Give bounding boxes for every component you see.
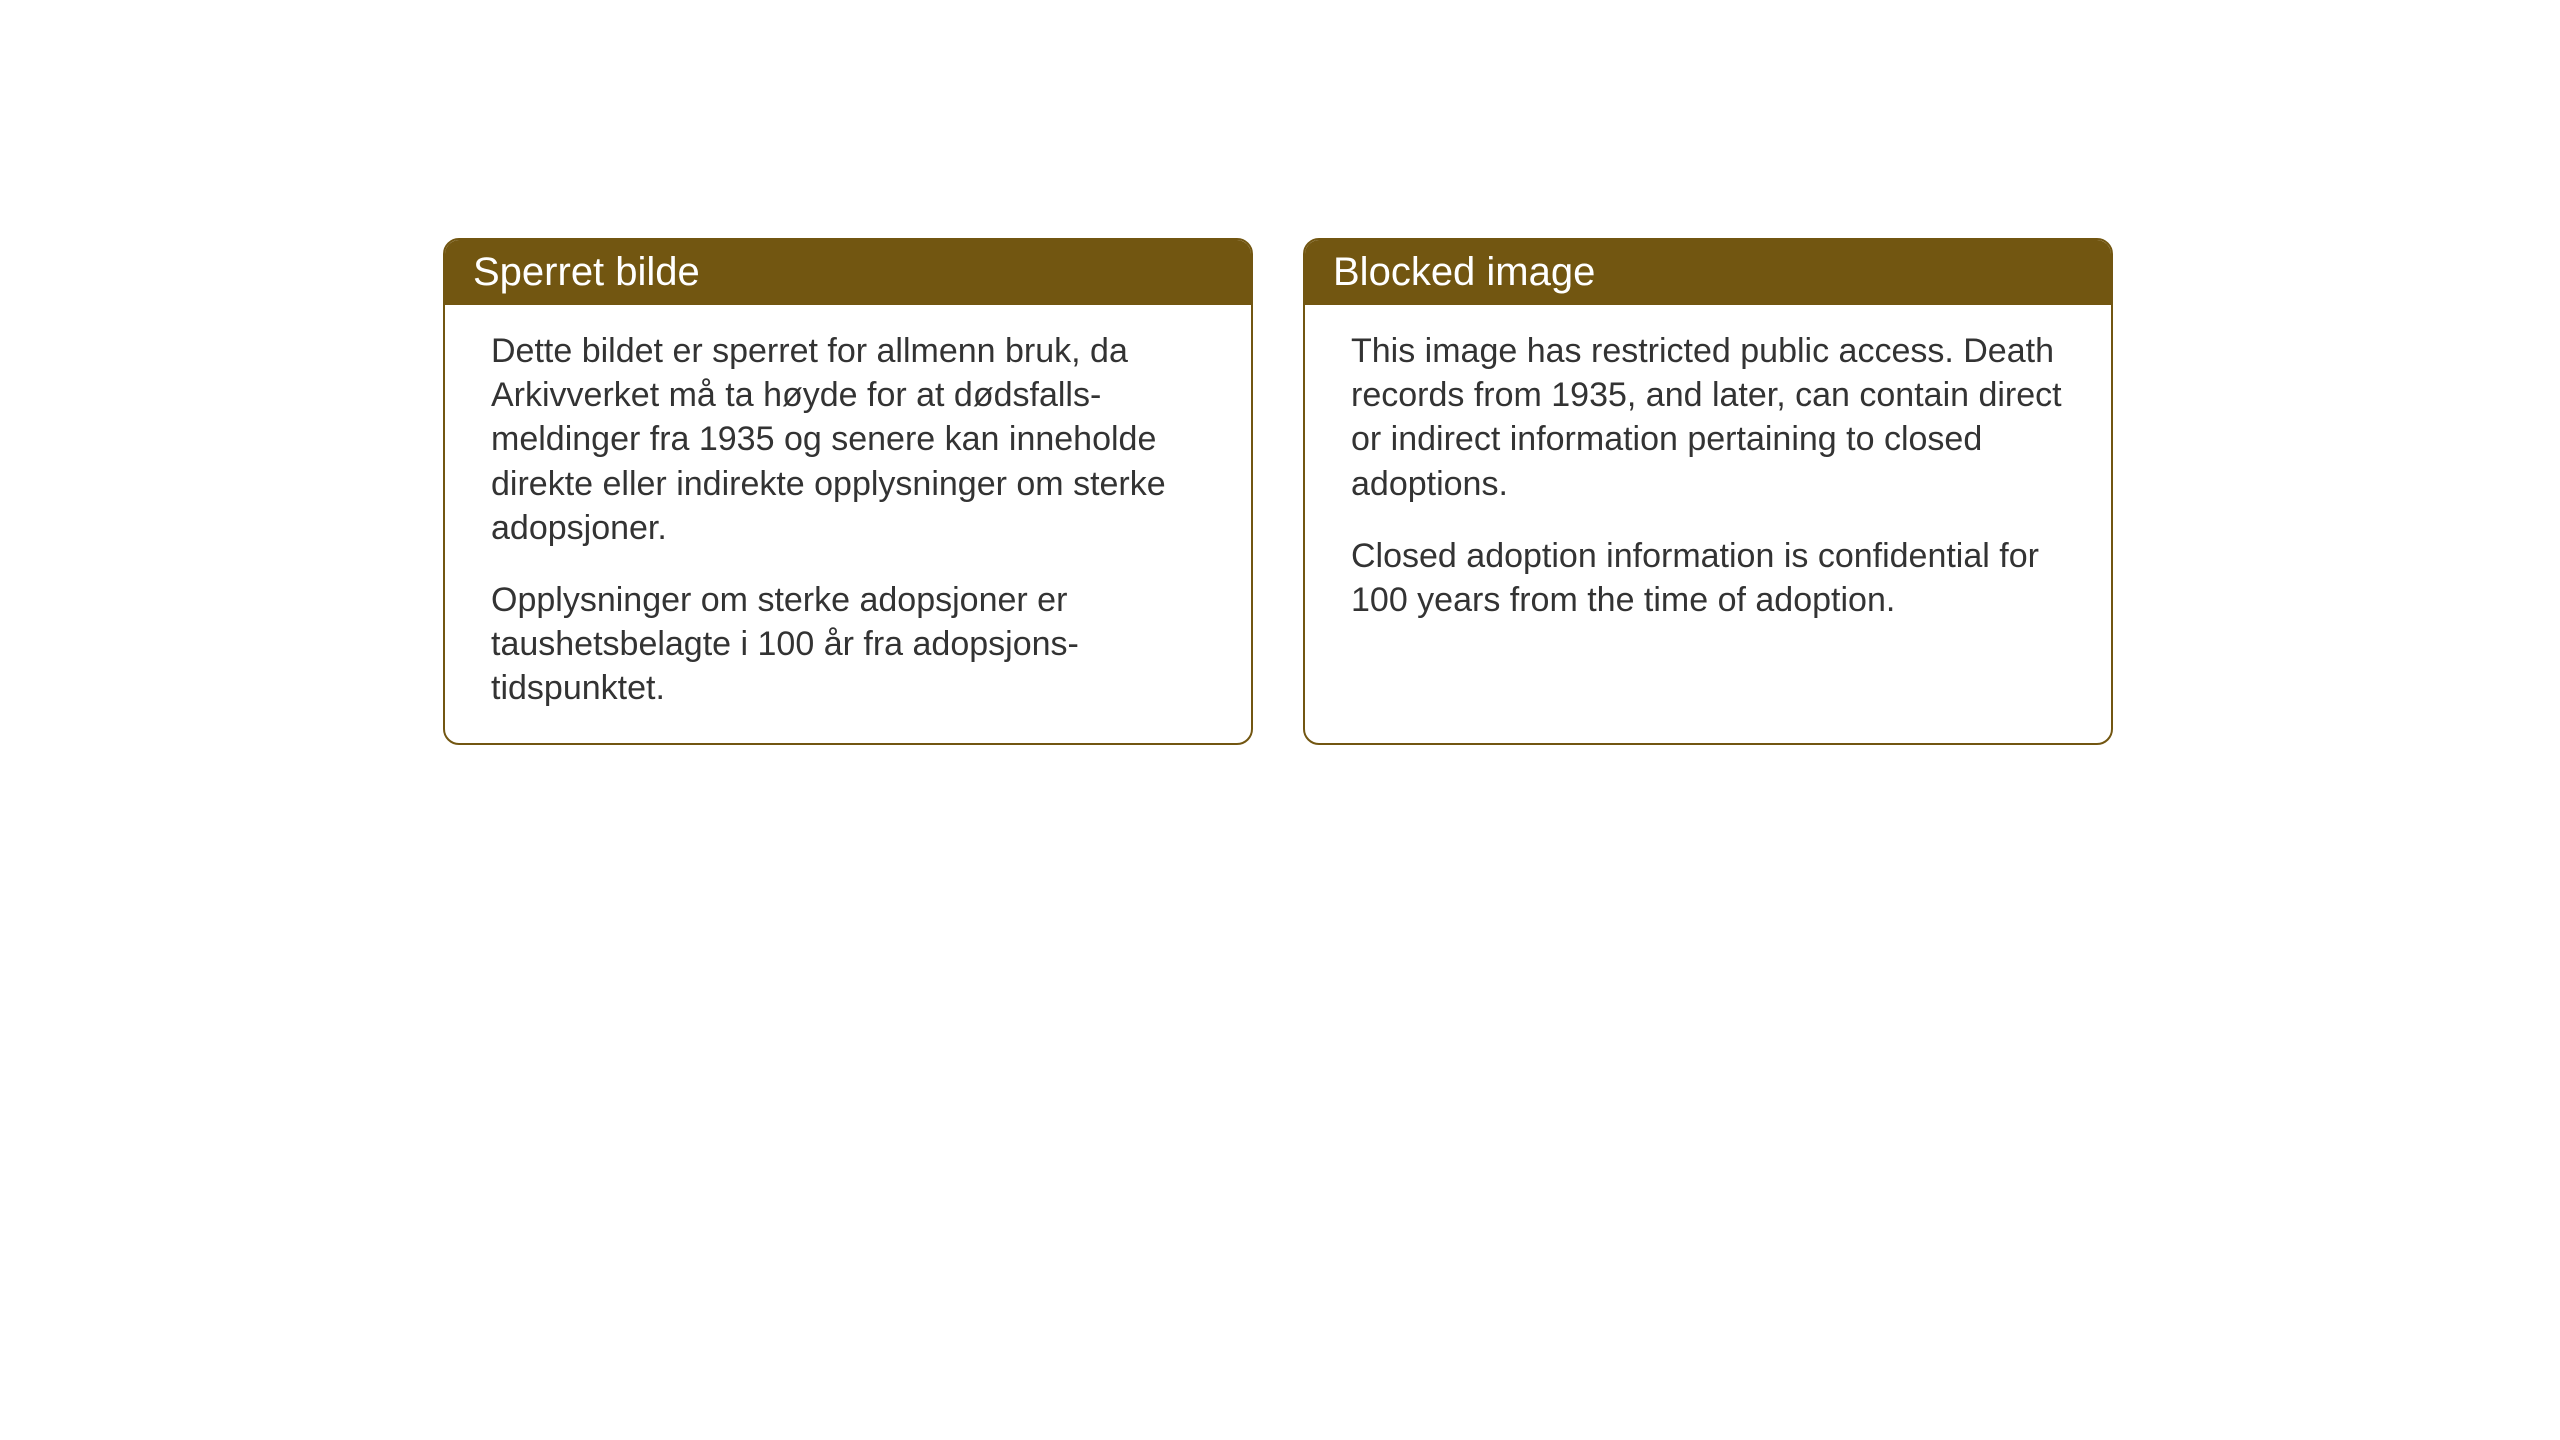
notice-card-english: Blocked image This image has restricted … — [1303, 238, 2113, 745]
card-paragraph-2-norwegian: Opplysninger om sterke adopsjoner er tau… — [491, 578, 1205, 711]
card-header-norwegian: Sperret bilde — [445, 240, 1251, 305]
card-header-english: Blocked image — [1305, 240, 2111, 305]
card-title-norwegian: Sperret bilde — [473, 250, 700, 294]
card-paragraph-1-norwegian: Dette bildet er sperret for allmenn bruk… — [491, 329, 1205, 550]
card-body-norwegian: Dette bildet er sperret for allmenn bruk… — [445, 305, 1251, 743]
notice-card-norwegian: Sperret bilde Dette bildet er sperret fo… — [443, 238, 1253, 745]
notice-cards-container: Sperret bilde Dette bildet er sperret fo… — [443, 238, 2113, 745]
card-body-english: This image has restricted public access.… — [1305, 305, 2111, 743]
card-title-english: Blocked image — [1333, 250, 1595, 294]
card-paragraph-2-english: Closed adoption information is confident… — [1351, 534, 2065, 622]
card-paragraph-1-english: This image has restricted public access.… — [1351, 329, 2065, 506]
